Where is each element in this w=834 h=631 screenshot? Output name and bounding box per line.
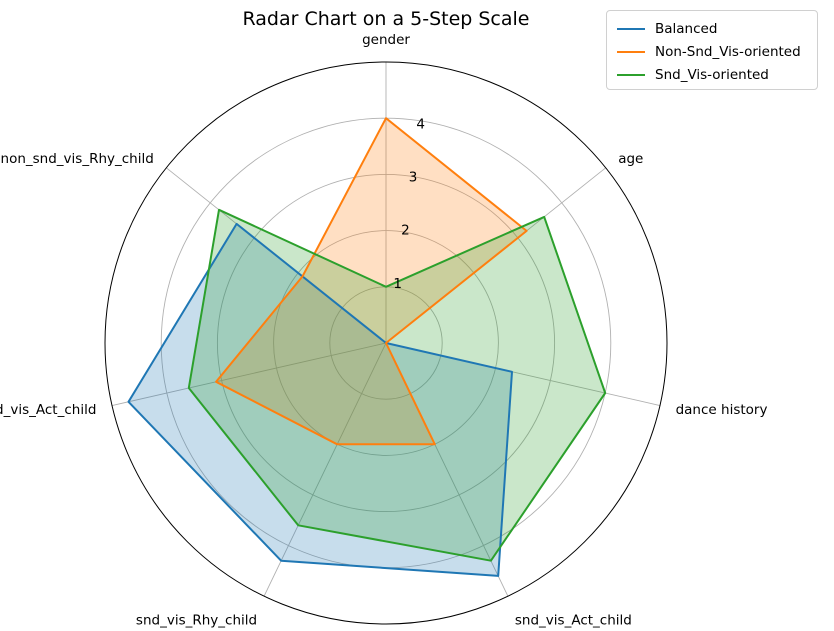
legend-item: Balanced	[617, 17, 817, 40]
category-label: dance history	[676, 402, 768, 418]
category-label: non_snd_vis_Rhy_child	[1, 151, 154, 167]
category-label: age	[618, 151, 643, 167]
legend-label: Snd_Vis-oriented	[655, 66, 769, 83]
legend: Balanced Non-Snd_Vis-oriented Snd_Vis-orie…	[606, 10, 818, 90]
category-label: snd_vis_Rhy_child	[136, 613, 257, 629]
legend-label: Non-Snd_Vis-oriented	[655, 43, 801, 60]
radial-tick-label: 4	[416, 116, 425, 132]
series-fill	[188, 209, 606, 561]
radial-tick-label: 2	[401, 223, 410, 239]
series-fill	[216, 118, 527, 445]
series-fill	[128, 223, 512, 576]
category-label: snd_vis_Act_child	[515, 613, 632, 629]
legend-swatch	[617, 27, 645, 30]
legend-item: Snd_Vis-oriented	[617, 63, 817, 86]
grid-spoke	[111, 342, 387, 406]
radial-tick-label: 1	[393, 276, 402, 292]
radial-tick-label: 3	[409, 170, 418, 186]
series-layer	[127, 117, 607, 577]
chart-title: Radar Chart on a 5-Step Scale	[242, 8, 530, 30]
label-layer: 1 2 3 4 gender age dance history snd_vis_Act_ch…	[0, 32, 767, 629]
outer-frame	[104, 61, 668, 625]
grid-spoke	[263, 342, 387, 597]
legend-swatch	[617, 50, 645, 53]
series-line	[215, 117, 528, 446]
category-label: non_snd_vis_Act_child	[0, 402, 96, 418]
series-line	[187, 208, 607, 562]
legend-item: Non-Snd_Vis-oriented	[617, 40, 817, 63]
legend-label: Balanced	[655, 20, 718, 37]
series-line	[127, 222, 513, 577]
legend-swatch	[617, 73, 645, 76]
category-label: gender	[362, 32, 410, 48]
